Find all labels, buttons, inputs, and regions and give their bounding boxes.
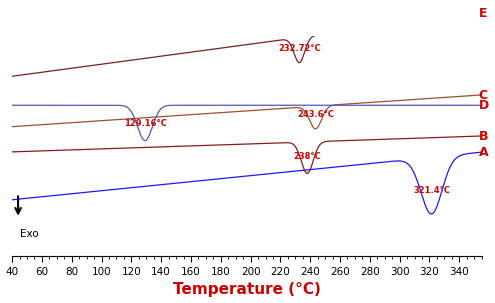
Text: 232.72°C: 232.72°C	[278, 44, 321, 52]
Text: D: D	[479, 99, 489, 112]
Text: B: B	[479, 130, 488, 143]
Text: E: E	[479, 7, 487, 20]
Text: 238°C: 238°C	[294, 152, 321, 161]
Text: 321.4°C: 321.4°C	[413, 186, 450, 195]
Text: A: A	[479, 146, 488, 159]
Text: 243.6°C: 243.6°C	[297, 110, 334, 119]
Text: C: C	[479, 89, 488, 102]
Text: Exo: Exo	[20, 229, 39, 239]
Text: 129.16°C: 129.16°C	[124, 119, 166, 128]
X-axis label: Temperature (°C): Temperature (°C)	[173, 282, 321, 298]
